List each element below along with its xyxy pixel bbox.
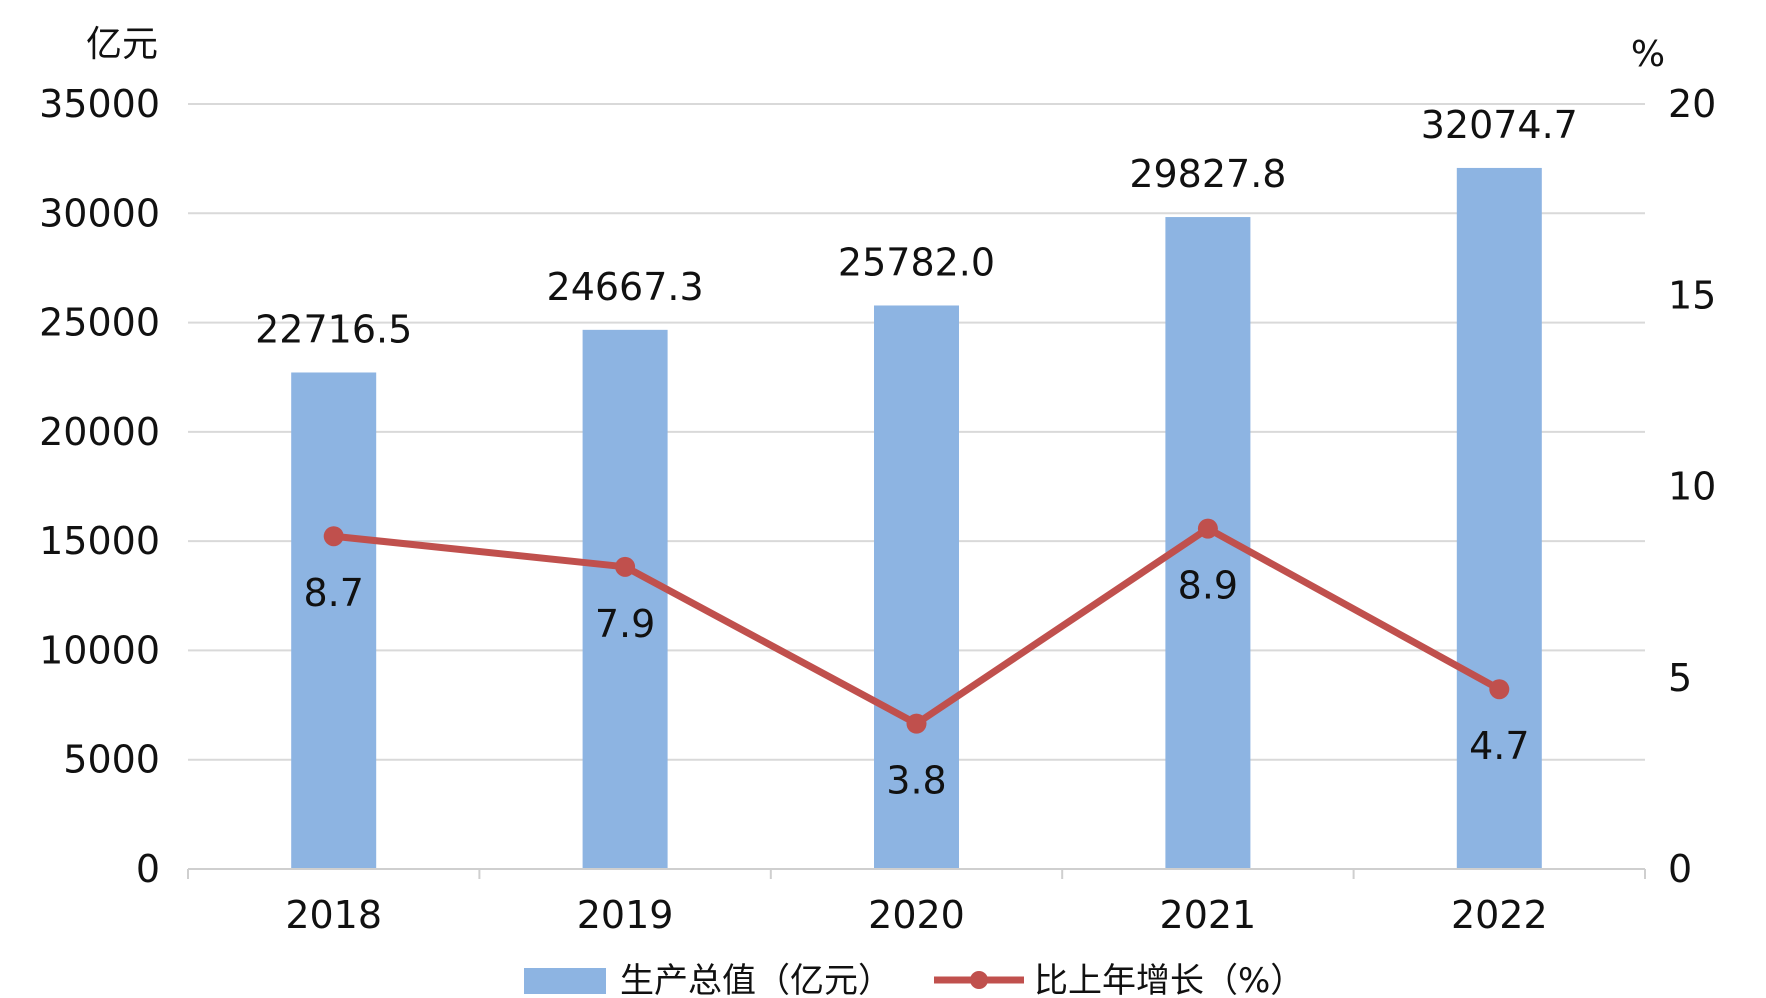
- line-point: [1197, 518, 1218, 539]
- line-point: [323, 526, 344, 547]
- x-tick-label: 2021: [1160, 893, 1257, 937]
- legend: 生产总值（亿元） 比上年增长（%）: [524, 961, 1304, 998]
- line-value-label: 8.9: [1178, 564, 1238, 608]
- bar: [874, 305, 959, 870]
- line-point: [615, 556, 636, 577]
- line-value-label: 7.9: [595, 602, 655, 646]
- legend-bar-swatch: [524, 968, 606, 994]
- left-tick-label: 15000: [39, 519, 160, 563]
- bar: [291, 372, 377, 869]
- data-labels: 22716.5 24667.3 25782.0 29827.8 32074.7 8.7 7.…: [255, 103, 1578, 803]
- left-tick-label: 25000: [39, 301, 160, 345]
- legend-bar-label: 生产总值（亿元）: [620, 961, 892, 998]
- line-value-label: 3.8: [886, 759, 946, 803]
- bar-value-label: 25782.0: [838, 240, 995, 284]
- bar: [1456, 167, 1542, 869]
- legend-line-marker: [970, 971, 988, 989]
- line-value-label: 4.7: [1469, 724, 1529, 768]
- line-series: [323, 518, 1510, 734]
- bar-value-label: 32074.7: [1421, 103, 1578, 147]
- axes: 0 5000 10000 15000 20000 25000 30000 35000 0 5 10 1…: [39, 82, 1716, 937]
- right-tick-label: 0: [1668, 847, 1692, 891]
- x-tick-label: 2019: [577, 893, 674, 937]
- left-tick-label: 35000: [39, 82, 160, 126]
- legend-line-label: 比上年增长（%）: [1034, 961, 1304, 998]
- line-value-label: 8.7: [303, 571, 363, 615]
- bar-value-label: 24667.3: [547, 265, 704, 309]
- left-tick-label: 0: [136, 847, 160, 891]
- bar-series: [291, 167, 1542, 870]
- bar-value-label: 29827.8: [1129, 152, 1286, 196]
- right-tick-label: 10: [1668, 465, 1716, 509]
- left-axis-unit: 亿元: [86, 24, 158, 65]
- line-point: [1489, 679, 1510, 700]
- bar-value-label: 22716.5: [255, 307, 412, 351]
- x-tick-label: 2022: [1451, 893, 1548, 937]
- left-tick-label: 30000: [39, 191, 160, 235]
- left-tick-label: 20000: [39, 410, 160, 454]
- line-point: [906, 713, 927, 734]
- right-axis-unit: %: [1631, 34, 1665, 75]
- right-tick-label: 15: [1668, 273, 1716, 317]
- bar: [582, 329, 668, 870]
- right-tick-label: 5: [1668, 656, 1692, 700]
- x-tick-label: 2018: [285, 893, 382, 937]
- right-tick-label: 20: [1668, 82, 1716, 126]
- left-tick-label: 10000: [39, 628, 160, 672]
- x-tick-label: 2020: [868, 893, 965, 937]
- left-tick-label: 5000: [63, 738, 160, 782]
